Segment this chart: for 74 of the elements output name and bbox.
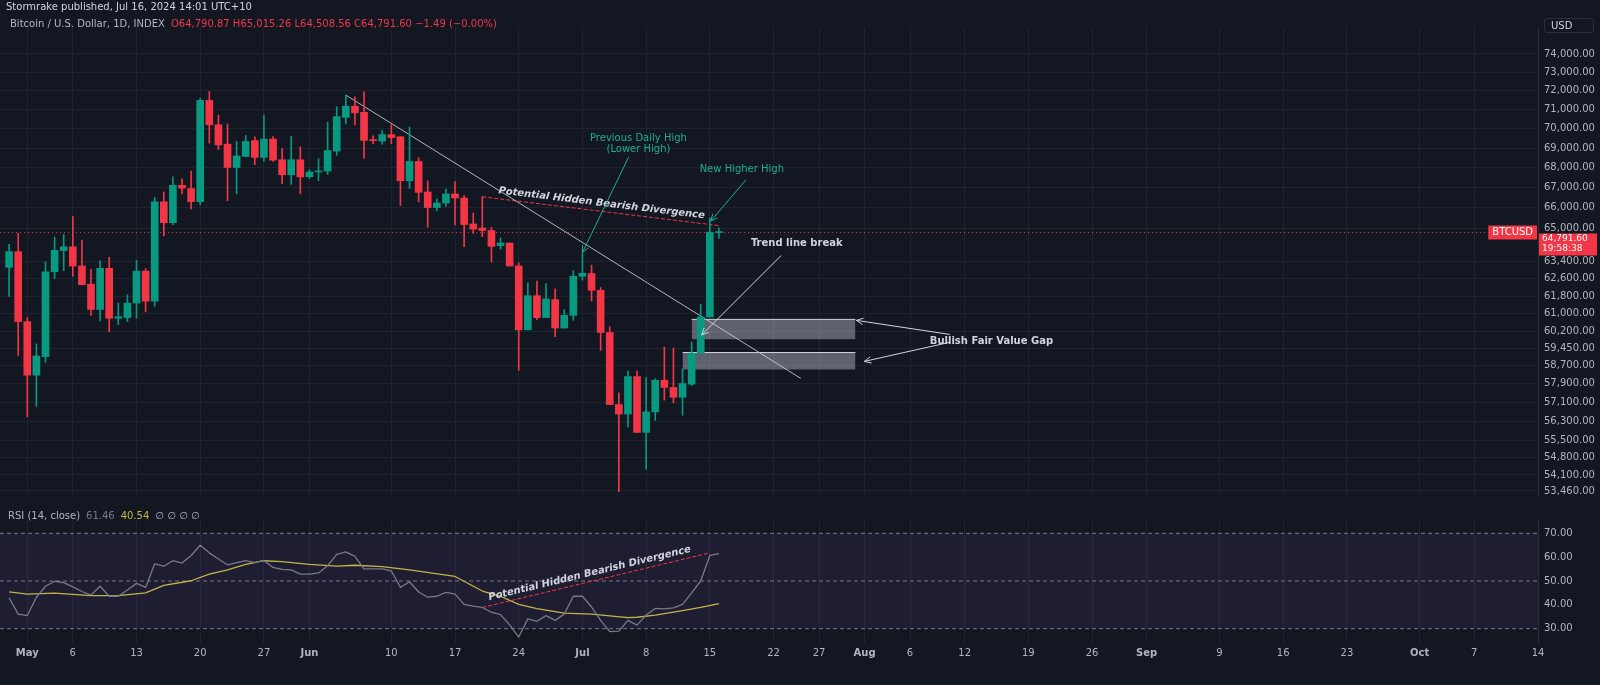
x-tick-label: 16 [1276,646,1290,658]
y-tick-label: 60,200.00 [1544,324,1595,336]
x-tick-label: 22 [767,646,780,658]
annotation: ∅ ∅ ∅ ∅ [155,510,200,521]
y-tick-label: 70,000.00 [1544,122,1595,134]
candlestick [114,302,123,326]
x-tick-label: Aug [853,646,876,658]
y-tick-label: 54,100.00 [1544,468,1595,480]
chart-subtitle: O64,790.87 H65,015.26 L64,508.56 C64,791.60 −1.49 (−0.00%) [170,18,497,29]
candlestick [59,234,68,272]
text: 40.54 [120,510,150,521]
x-tick-label: 26 [1085,646,1099,658]
candlestick [387,124,396,145]
x-tick-label: 9 [1216,646,1223,658]
y-tick-label: 72,000.00 [1544,84,1595,96]
y-axis-title: USD [1544,18,1594,33]
x-tick-label: 6 [906,646,914,658]
ref-line-label: 64,791.60 19:58:38 [1542,233,1589,254]
y-tick-label: 56,300.00 [1544,414,1595,426]
annotation: Trend line break [750,237,843,249]
x-tick-label: 10 [384,646,398,658]
y-tick-label: 60.00 [1544,550,1573,562]
y-tick-label: 62,600.00 [1544,272,1595,284]
x-tick-label: 15 [703,646,717,658]
y-tick-label: 70.00 [1544,526,1573,538]
x-tick-label: 13 [130,646,143,658]
x-tick-label: 8 [642,646,650,658]
x-tick-label: Oct [1410,646,1430,658]
annotation: Previous Daily High (Lower High) [589,131,687,154]
x-tick-label: 12 [958,646,972,658]
annotation: BTCUSD [1492,226,1534,238]
y-tick-label: 57,900.00 [1544,377,1595,389]
x-tick-label: 6 [69,646,76,658]
y-tick-label: 68,000.00 [1544,161,1595,173]
x-tick-label: May [15,646,40,658]
candlestick [642,377,650,470]
legend-title: RSI (14, close) [8,510,81,521]
chart-title: Bitcoin / U.S. Dollar, 1D, INDEX [10,18,165,29]
x-tick-label: 7 [1471,646,1478,658]
y-tick-label: 65,000.00 [1544,221,1595,233]
y-tick-label: 63,400.00 [1544,255,1595,267]
x-tick-label: Sep [1136,646,1158,658]
y-tick-label: 55,500.00 [1544,434,1595,446]
y-tick-label: 59,450.00 [1544,341,1595,353]
x-tick-label: 14 [1531,646,1545,658]
x-tick-label: 27 [257,646,271,658]
x-tick-label: 17 [448,646,462,658]
y-tick-label: 30.00 [1544,622,1573,634]
y-tick-label: 74,000.00 [1544,47,1595,59]
x-tick-label: Jul [574,646,590,658]
y-tick-label: 58,700.00 [1544,358,1595,370]
x-tick-label: 20 [193,646,207,658]
y-tick-label: 40.00 [1544,598,1573,610]
y-tick-label: 67,000.00 [1544,181,1595,193]
annotation: Potential Hidden Bearish Divergence [497,184,706,221]
x-tick-label: 27 [812,646,826,658]
y-tick-label: 57,100.00 [1544,396,1595,408]
y-tick-label: 54,800.00 [1544,451,1595,463]
y-tick-label: 50.00 [1544,574,1573,586]
y-tick-label: 53,460.00 [1544,484,1595,496]
y-tick-label: 61,000.00 [1544,307,1595,319]
text: Stormrake published, Jul 16, 2024 14:01 UTC+10 [6,1,252,12]
y-tick-label: 73,000.00 [1544,65,1595,77]
y-tick-label: 66,000.00 [1544,201,1595,213]
y-tick-label: 71,000.00 [1544,103,1595,115]
annotation: Bullish Fair Value Gap [929,334,1054,346]
y-tick-label: 69,000.00 [1544,141,1595,153]
text: 61.46 [86,510,115,521]
x-tick-label: 24 [512,646,526,658]
x-tick-label: 19 [1022,646,1035,658]
x-tick-label: 23 [1340,646,1354,658]
annotation: New Higher High [699,162,785,174]
x-tick-label: Jun [299,646,319,658]
y-tick-label: 61,800.00 [1544,289,1595,301]
